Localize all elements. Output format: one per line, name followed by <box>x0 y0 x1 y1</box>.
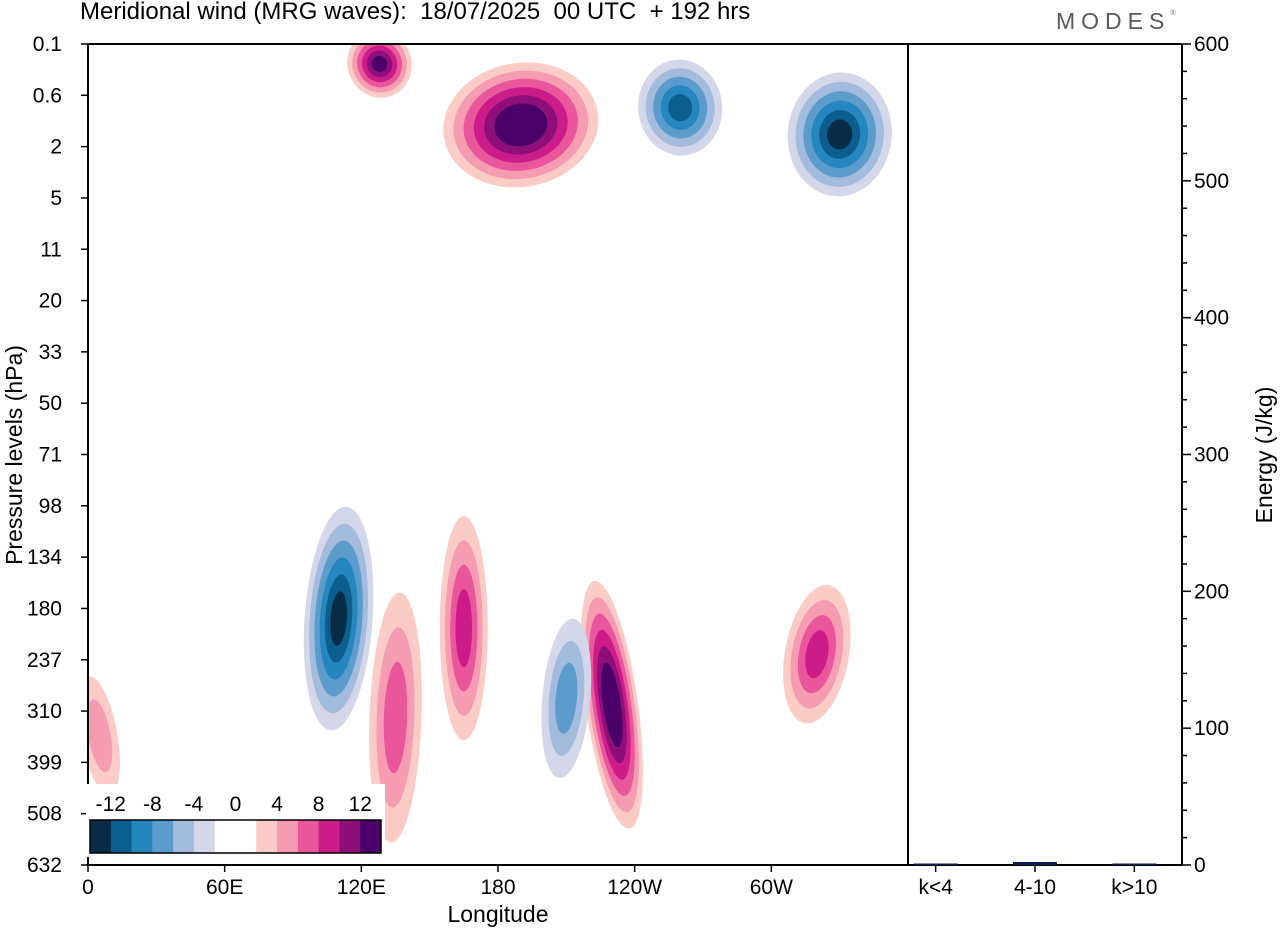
colorbar-swatch <box>131 820 153 853</box>
energy-category-label: 4-10 <box>1014 876 1056 899</box>
x-tick-label: 180 <box>480 876 515 899</box>
colorbar-label: -4 <box>185 793 204 816</box>
contour-feature <box>541 618 592 779</box>
y-tick-label: 20 <box>39 290 62 313</box>
y-tick-label: 632 <box>27 854 62 877</box>
colorbar: -12 -8 -4 0 4 8 12 <box>86 784 385 857</box>
contour-feature <box>580 580 643 829</box>
colorbar-swatch <box>235 820 257 853</box>
contour-band <box>383 661 408 774</box>
colorbar-swatch <box>256 820 278 853</box>
colorbar-swatch <box>152 820 174 853</box>
y-tick-label: 399 <box>27 751 62 774</box>
x-tick-label: 60W <box>750 876 793 899</box>
hovmoller-field <box>88 44 892 843</box>
energy-tick-label: 300 <box>1194 444 1229 467</box>
contour-feature <box>787 72 892 197</box>
logo-text: MODES <box>1056 8 1171 34</box>
contour-feature <box>443 62 599 188</box>
energy-category-label: k>10 <box>1111 876 1157 899</box>
colorbar-label: 4 <box>271 793 283 816</box>
y-tick-label: 50 <box>39 392 62 415</box>
colorbar-swatch <box>110 820 132 853</box>
colorbar-label: -12 <box>96 793 126 816</box>
y-tick-label: 11 <box>40 238 62 261</box>
contour-band <box>330 591 347 646</box>
colorbar-swatch <box>339 820 361 853</box>
y-tick-label: 71 <box>39 444 62 467</box>
energy-category-label: k<4 <box>918 876 953 899</box>
colorbar-label: 12 <box>349 793 372 816</box>
energy-tick-label: 0 <box>1194 854 1206 877</box>
registered-mark: ® <box>1170 10 1176 17</box>
pressure-axis: 0.1 0.6 2 5 11 20 33 50 71 98 134 180 237 310 399 508 63… <box>27 33 88 877</box>
colorbar-label: 0 <box>230 793 242 816</box>
contour-band <box>371 55 388 73</box>
chart-title: Meridional wind (MRG waves): 18/07/2025 … <box>80 0 751 25</box>
colorbar-swatch <box>297 820 320 853</box>
y-tick-label: 33 <box>39 341 62 364</box>
energy-bar <box>913 863 958 865</box>
y-axis-title: Pressure levels (hPa) <box>1 345 27 565</box>
colorbar-swatch <box>277 820 299 853</box>
y-tick-label: 180 <box>27 597 62 620</box>
contour-feature <box>347 44 412 98</box>
colorbar-border <box>89 819 382 854</box>
colorbar-label: 8 <box>313 793 325 816</box>
colorbar-swatch <box>193 820 216 853</box>
x-tick-label: 120E <box>337 876 386 899</box>
y-tick-label: 2 <box>50 136 62 159</box>
y-tick-label: 508 <box>27 803 62 826</box>
y-tick-label: 310 <box>27 700 62 723</box>
y-tick-label: 98 <box>39 495 62 518</box>
x-tick-label: 60E <box>206 876 243 899</box>
contour-feature <box>783 585 851 724</box>
colorbar-swatch <box>90 820 112 853</box>
colorbar-swatch <box>214 820 236 853</box>
energy-bar <box>1112 863 1157 865</box>
y-tick-label: 0.1 <box>33 33 62 56</box>
contour-band <box>605 678 619 731</box>
modes-logo: MODES® <box>1056 8 1176 35</box>
energy-tick-label: 100 <box>1194 717 1229 740</box>
contour-band <box>668 93 693 122</box>
x-axis-title: Longitude <box>447 901 548 927</box>
y-tick-label: 0.6 <box>33 84 62 107</box>
energy-tick-label: 600 <box>1194 33 1229 56</box>
energy-tick-label: 500 <box>1194 170 1229 193</box>
contour-feature <box>88 676 120 795</box>
colorbar-swatch <box>173 820 195 853</box>
contour-feature <box>369 592 422 843</box>
x-tick-label: 120W <box>607 876 662 899</box>
energy-axis-title: Energy (J/kg) <box>1251 387 1277 524</box>
colorbar-label: -8 <box>143 793 162 816</box>
colorbar-swatch <box>360 820 382 853</box>
contour-feature <box>638 59 723 156</box>
contour-band <box>827 119 853 150</box>
energy-panel: 0 100 200 300 400 500 600 k<4 4-10 k>10 <box>908 33 1229 899</box>
longitude-axis: 0 60E 120E 180 120W 60W <box>82 865 793 899</box>
y-tick-label: 5 <box>50 187 62 210</box>
y-tick-label: 237 <box>27 649 62 672</box>
x-tick-label: 0 <box>82 876 94 899</box>
contour-band <box>555 662 578 734</box>
contour-feature <box>303 506 374 731</box>
colorbar-swatch <box>318 820 340 853</box>
energy-bar <box>1013 861 1057 865</box>
energy-tick-label: 400 <box>1194 307 1229 330</box>
contour-band <box>504 111 538 139</box>
energy-tick-label: 200 <box>1194 580 1229 603</box>
contour-band <box>455 589 473 668</box>
contour-band <box>88 699 113 773</box>
contour-feature <box>439 516 488 741</box>
contour-band <box>805 630 829 679</box>
y-tick-label: 134 <box>27 546 62 569</box>
